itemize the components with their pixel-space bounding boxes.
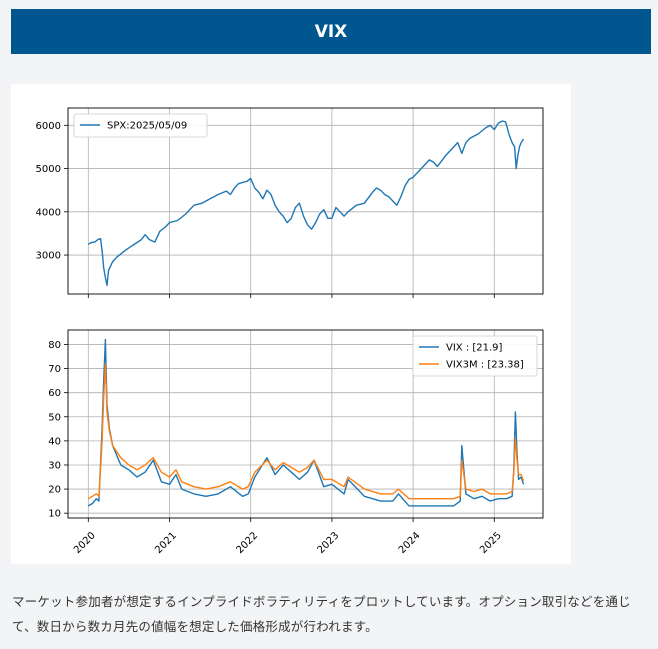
y-tick-label: 4000 [36,207,61,218]
y-tick-label: 60 [48,388,61,399]
series-line-1 [87,120,525,287]
x-tick-label: 2023 [316,530,342,556]
x-tick-label: 2022 [234,530,260,556]
plot-frame [67,329,544,519]
chart-description: マーケット参加者が想定するインプライドボラティリティをプロットしています。オプシ… [12,594,631,634]
y-tick-label: 10 [48,509,61,520]
series-line-2 [87,363,525,500]
y-tick-label: 6000 [36,121,61,132]
y-tick-label: 5000 [36,164,61,175]
x-tick-label: 2025 [478,530,504,556]
page-title: VIX [314,21,348,42]
chart-card: 3000 4000 5000 6000 SPX:2025/05/09 10 20 30 40 50… [11,84,571,564]
plot-frame [67,107,544,295]
y-tick-label: 20 [48,485,61,496]
y-tick-label: 30 [48,460,61,471]
y-tick-label: 40 [48,436,61,447]
x-tick-label: 2020 [72,530,98,556]
x-tick-label: 2024 [397,530,423,556]
y-tick-label: 50 [48,412,61,423]
legend-label: VIX3M : [23.38] [446,360,524,371]
legend-label: VIX : [21.9] [446,343,503,354]
legend-box [412,335,538,377]
y-tick-label: 80 [48,340,61,351]
legend-box [73,113,208,138]
chart-canvas: 3000 4000 5000 6000 SPX:2025/05/09 10 20 30 40 50… [36,107,544,556]
y-tick-label: 3000 [36,251,61,262]
y-tick-label: 70 [48,364,61,375]
x-tick-label: 2021 [153,530,179,556]
legend-label: SPX:2025/05/09 [107,121,187,132]
page-header: VIX [11,9,651,54]
